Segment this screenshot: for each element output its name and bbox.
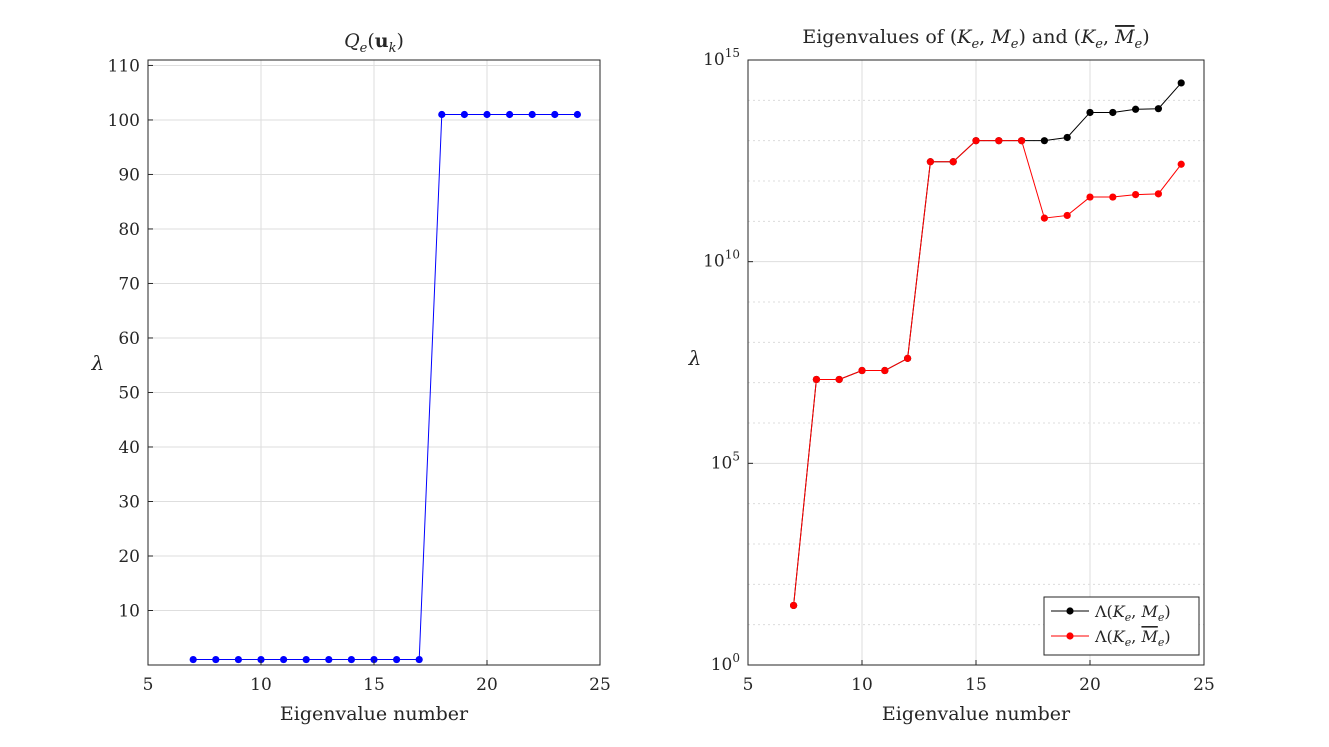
right-data-point-0 (1040, 137, 1048, 145)
left-y-tick-label: 40 (118, 438, 140, 458)
left-data-point (393, 655, 401, 664)
left-data-point (189, 655, 197, 664)
left-x-tick-label: 10 (250, 675, 272, 695)
legend-box (1043, 596, 1200, 656)
right-data-point-0 (1154, 105, 1162, 113)
right-data-point-1 (1109, 193, 1117, 201)
right-data-point-1 (904, 354, 912, 362)
left-data-point (212, 655, 220, 664)
left-y-tick-label: 80 (118, 220, 140, 240)
right-data-point-1 (1177, 160, 1185, 168)
right-series (790, 79, 1185, 610)
right-data-point-1 (1132, 191, 1140, 199)
right-data-point-0 (1177, 79, 1185, 87)
right-data-point-0 (1132, 105, 1140, 113)
left-x-tick-label: 5 (143, 675, 154, 695)
right-y-tick-label: 100 (711, 651, 740, 675)
left-series-line (193, 114, 578, 661)
right-data-point-0 (1086, 108, 1094, 117)
left-data-point (325, 655, 333, 664)
right-data-point-1 (1063, 211, 1071, 220)
right-chart-title: Eigenvalues of (Ke, Me) and (Ke, Me) (802, 26, 1149, 52)
right-data-point-1 (1086, 193, 1094, 201)
right-x-tick-label: 20 (1079, 675, 1101, 695)
legend: Λ(Ke, Me) Λ(Ke, Me) (1043, 596, 1200, 656)
left-x-tick-label: 20 (476, 675, 498, 695)
left-x-tick-label: 15 (363, 675, 385, 695)
left-y-tick-label: 30 (118, 492, 140, 512)
right-x-tick-label: 15 (965, 675, 987, 695)
left-data-point (257, 655, 265, 664)
right-y-tick-label: 105 (711, 449, 740, 473)
left-x-tick-label: 25 (589, 675, 611, 695)
right-data-point-1 (835, 375, 843, 384)
right-data-point-1 (858, 366, 866, 375)
right-data-point-1 (926, 158, 935, 166)
right-grid (748, 59, 1204, 666)
right-data-point-0 (1063, 133, 1071, 142)
right-x-tick-label: 10 (851, 675, 873, 695)
left-y-tick-label: 90 (118, 165, 140, 185)
right-data-point-1 (812, 375, 821, 384)
left-data-point (483, 110, 491, 119)
left-data-point (551, 110, 559, 119)
left-chart: 5 10 15 20 25 10 20 30 40 50 60 70 80 90 100 110 Qe(uk)… (91, 30, 611, 725)
left-data-point (415, 655, 423, 664)
left-data-point (573, 110, 582, 119)
legend-swatch-red-marker (1066, 632, 1074, 640)
right-data-point-1 (790, 601, 798, 610)
right-data-point-1 (949, 158, 957, 166)
right-y-tick-label: 1010 (703, 248, 740, 272)
left-data-point (438, 110, 446, 119)
left-chart-title: Qe(uk) (344, 30, 404, 56)
right-data-point-1 (1154, 190, 1162, 198)
left-x-axis-label: Eigenvalue number (280, 703, 469, 725)
left-y-tick-label: 10 (118, 601, 140, 621)
right-x-tick-label: 25 (1193, 675, 1215, 695)
left-series (189, 110, 582, 664)
left-y-tick-label: 60 (118, 329, 140, 349)
left-y-tick-label: 70 (118, 274, 140, 294)
left-data-point (347, 655, 355, 664)
right-data-point-1 (881, 366, 889, 375)
legend-entry-red: Λ(Ke, Me) (1094, 627, 1171, 649)
right-x-tick-label: 5 (743, 675, 754, 695)
left-y-tick-label: 50 (118, 383, 140, 403)
right-data-point-0 (1109, 108, 1117, 117)
left-y-axis-label: λ (91, 351, 105, 375)
left-data-point (370, 655, 378, 664)
right-data-point-1 (1018, 137, 1026, 145)
right-data-point-1 (995, 137, 1003, 145)
left-ticks: 5 10 15 20 25 10 20 30 40 50 60 70 80 90 100 110 (108, 56, 611, 695)
right-series-line-1 (793, 140, 1182, 606)
left-y-tick-label: 20 (118, 547, 140, 567)
left-grid (148, 60, 600, 665)
right-data-point-1 (1040, 214, 1048, 222)
legend-swatch-black-marker (1066, 607, 1074, 615)
left-data-point (280, 655, 288, 664)
left-data-point (234, 655, 242, 664)
left-data-point (528, 110, 536, 119)
right-y-tick-label: 1015 (703, 46, 740, 70)
right-data-point-1 (972, 137, 980, 145)
right-x-axis-label: Eigenvalue number (882, 703, 1071, 725)
right-y-axis-label: λ (688, 346, 702, 370)
left-data-point (506, 110, 514, 119)
legend-entry-black: Λ(Ke, Me) (1094, 602, 1171, 624)
left-data-point (460, 110, 468, 119)
left-data-point (302, 655, 310, 664)
left-y-tick-label: 100 (108, 111, 140, 131)
left-y-tick-label: 110 (108, 56, 140, 76)
